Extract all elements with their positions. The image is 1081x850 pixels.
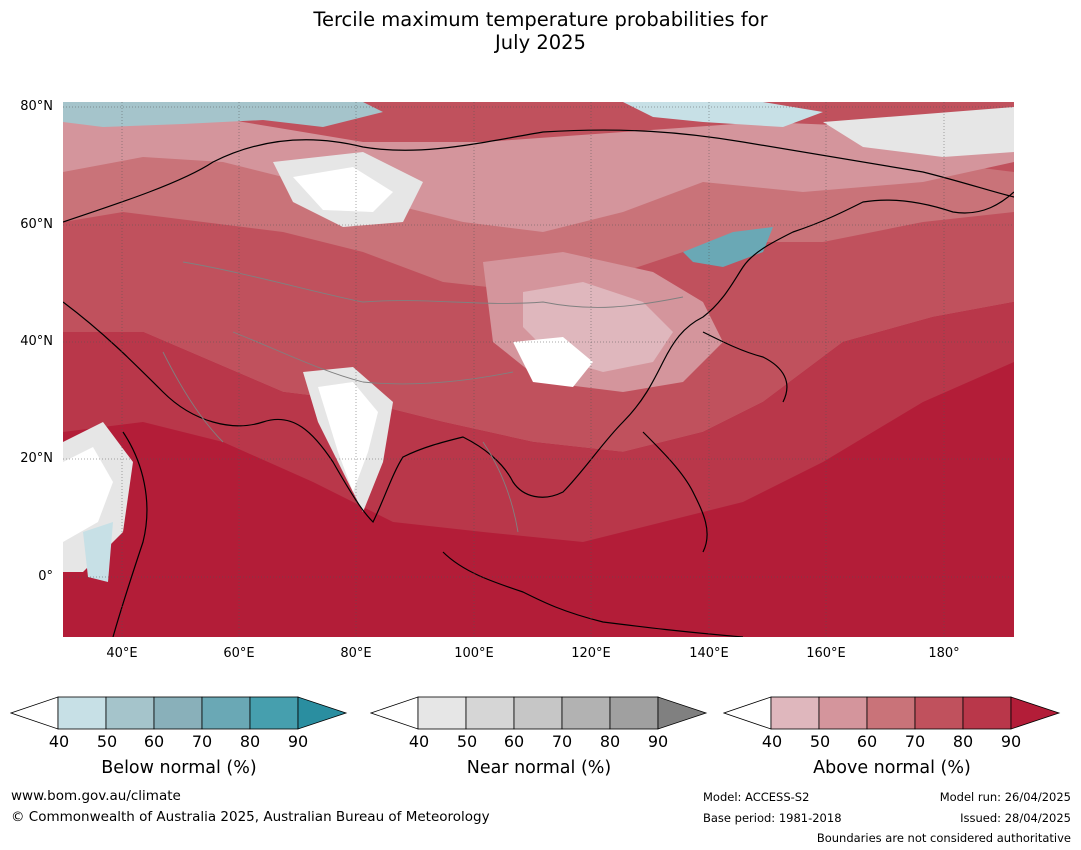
no-signal-china: [513, 337, 593, 387]
above-tick-60: 60: [856, 732, 878, 751]
probability-map: [63, 102, 1014, 637]
country-borders: [162, 261, 684, 533]
below-normal-east-africa: [83, 522, 113, 582]
model-name: Model: ACCESS-S2: [703, 790, 810, 804]
near-tick-60: 60: [503, 732, 525, 751]
below-colorbar-swatch: [201, 696, 251, 730]
lon-label-160e: 160°E: [806, 646, 846, 661]
above-colorbar-swatch: [962, 696, 1012, 730]
above-tick-80: 80: [952, 732, 974, 751]
above-tick-70: 70: [904, 732, 926, 751]
near-colorbar-swatch: [417, 696, 467, 730]
bom-url-link[interactable]: www.bom.gov.au/climate: [11, 788, 181, 804]
map-title: Tercile maximum temperature probabilitie…: [0, 8, 1081, 54]
below-normal-legend-title: Below normal (%): [101, 758, 257, 778]
model-run-date: Model run: 26/04/2025: [939, 790, 1071, 804]
below-tick-50: 50: [96, 732, 118, 751]
above-50-region: [63, 112, 1014, 232]
base-period: Base period: 1981-2018: [703, 811, 842, 825]
coastlines: [63, 129, 1014, 637]
lat-label-40n: 40°N: [20, 334, 53, 349]
above-normal-legend-title: Above normal (%): [813, 758, 971, 778]
below-colorbar-swatch: [105, 696, 155, 730]
lat-label-80n: 80°N: [20, 99, 53, 114]
issued-date: Issued: 28/04/2025: [960, 811, 1071, 825]
near-colorbar-swatch: [561, 696, 611, 730]
near-colorbar-lower-arrow: [370, 696, 419, 730]
below-normal-colorbar: [10, 696, 348, 730]
above-normal-colorbar: [723, 696, 1061, 730]
near-normal-arctic-east: [823, 107, 1014, 157]
above-colorbar-upper-arrow: [1010, 696, 1061, 730]
below-normal-barents: [63, 102, 383, 127]
near-normal-colorbar: [370, 696, 708, 730]
lon-label-180: 180°: [928, 646, 960, 661]
title-line-1: Tercile maximum temperature probabilitie…: [313, 8, 768, 31]
lat-label-60n: 60°N: [20, 217, 53, 232]
above-colorbar-swatch: [770, 696, 820, 730]
boundaries-disclaimer: Boundaries are not considered authoritat…: [816, 831, 1071, 845]
below-tick-80: 80: [239, 732, 261, 751]
below-normal-east-siberian-sea: [623, 102, 823, 127]
copyright-text: © Commonwealth of Australia 2025, Austra…: [11, 809, 490, 825]
no-signal-siberia: [293, 167, 393, 212]
above-tick-50: 50: [809, 732, 831, 751]
lon-label-80e: 80°E: [340, 646, 372, 661]
below-tick-70: 70: [191, 732, 213, 751]
near-tick-50: 50: [456, 732, 478, 751]
below-colorbar-swatch: [153, 696, 203, 730]
above-colorbar-swatch: [914, 696, 964, 730]
lat-label-0: 0°: [38, 569, 53, 584]
title-line-2: July 2025: [495, 31, 586, 54]
above-tick-90: 90: [1000, 732, 1022, 751]
lon-label-60e: 60°E: [223, 646, 255, 661]
above-tick-40: 40: [761, 732, 783, 751]
lon-label-140e: 140°E: [689, 646, 729, 661]
no-signal-india: [318, 382, 378, 492]
map-svg: [63, 102, 1014, 637]
above-80-band: [63, 302, 1014, 542]
below-colorbar-swatch: [249, 696, 299, 730]
near-tick-80: 80: [599, 732, 621, 751]
near-colorbar-swatch: [513, 696, 563, 730]
above-colorbar-lower-arrow: [723, 696, 772, 730]
graticule: [63, 102, 1014, 637]
lat-label-20n: 20°N: [20, 451, 53, 466]
near-tick-70: 70: [551, 732, 573, 751]
lon-label-120e: 120°E: [571, 646, 611, 661]
lon-label-100e: 100°E: [454, 646, 494, 661]
near-colorbar-swatch: [609, 696, 659, 730]
below-colorbar-lower-arrow: [10, 696, 59, 730]
near-tick-90: 90: [647, 732, 669, 751]
below-colorbar-upper-arrow: [297, 696, 348, 730]
below-tick-90: 90: [287, 732, 309, 751]
below-colorbar-swatch: [57, 696, 107, 730]
near-colorbar-upper-arrow: [657, 696, 708, 730]
below-tick-60: 60: [143, 732, 165, 751]
above-colorbar-swatch: [866, 696, 916, 730]
near-colorbar-swatch: [465, 696, 515, 730]
below-tick-40: 40: [48, 732, 70, 751]
lon-label-40e: 40°E: [106, 646, 138, 661]
near-tick-40: 40: [408, 732, 430, 751]
above-colorbar-swatch: [818, 696, 868, 730]
below-normal-okhotsk: [683, 227, 773, 267]
no-signal-arabia: [63, 447, 113, 542]
near-normal-legend-title: Near normal (%): [466, 758, 612, 778]
